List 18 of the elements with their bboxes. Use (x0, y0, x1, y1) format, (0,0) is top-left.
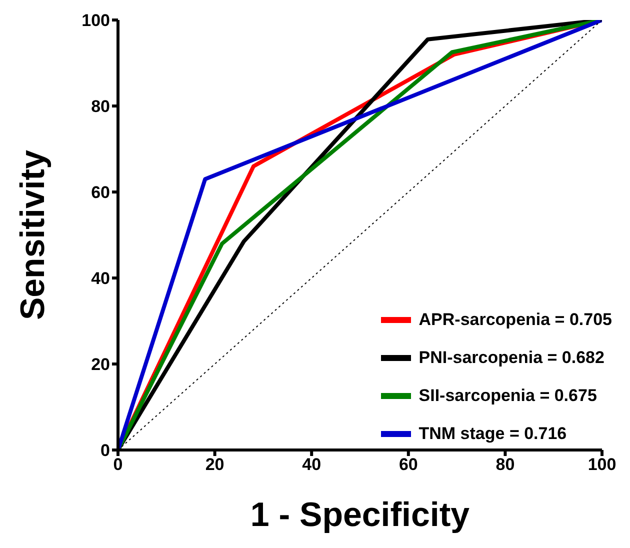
x-tick-label: 0 (113, 455, 123, 474)
x-axis-title: 1 - Specificity (250, 496, 470, 534)
y-tick-label: 0 (100, 441, 110, 460)
x-tick-label: 80 (496, 455, 515, 474)
y-tick-label: 80 (91, 97, 110, 116)
legend-label: APR-sarcopenia = 0.705 (418, 310, 612, 330)
x-tick-label: 60 (398, 455, 418, 474)
legend-label: SII-sarcopenia = 0.675 (418, 386, 597, 406)
x-tick-label: 100 (588, 455, 616, 474)
x-tick-label: 40 (302, 455, 322, 474)
x-tick-label: 20 (205, 455, 224, 474)
y-tick-label: 100 (82, 11, 110, 30)
legend-label: TNM stage = 0.716 (418, 424, 567, 444)
legend-label: PNI-sarcopenia = 0.682 (418, 348, 604, 368)
y-tick-label: 40 (91, 269, 110, 288)
y-tick-label: 60 (91, 183, 110, 202)
y-axis-title: Sensitivity (14, 150, 52, 320)
y-tick-label: 20 (91, 355, 110, 374)
